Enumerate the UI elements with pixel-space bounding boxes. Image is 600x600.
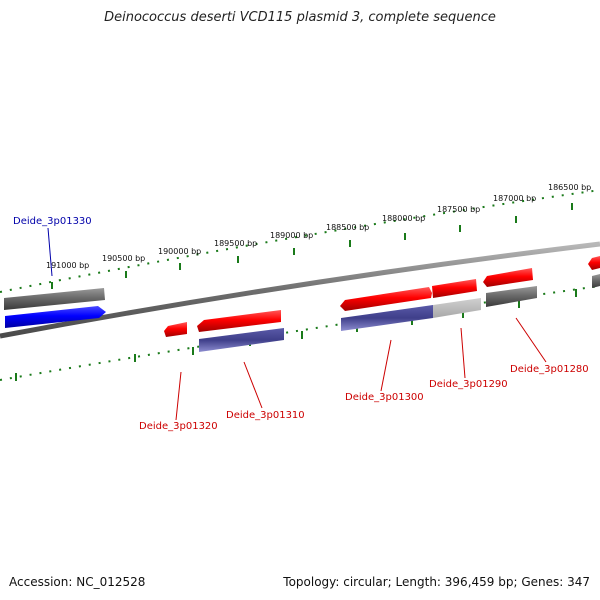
scale-label: 190500 bp (102, 254, 145, 263)
gene-arrow-purple[interactable] (199, 328, 284, 352)
gene-arrow-purple[interactable] (341, 305, 433, 331)
gene-arrow-red[interactable] (197, 310, 281, 332)
leader-line (47, 227, 53, 277)
gene-arrow-red[interactable] (588, 256, 600, 270)
leader-line (175, 371, 182, 421)
scale-label: 186500 bp (548, 183, 591, 192)
scale-label: 188000 bp (382, 214, 425, 223)
gene-arrow-gray[interactable] (4, 288, 105, 310)
gene-arrow-gray[interactable] (592, 274, 600, 288)
gene-label[interactable]: Deide_3p01330 (13, 216, 92, 227)
map-title: Deinococcus deserti VCD115 plasmid 3, co… (104, 10, 496, 25)
gene-label[interactable]: Deide_3p01280 (510, 364, 589, 375)
leader-line (515, 317, 547, 363)
outer-major-ticks (51, 203, 573, 289)
scale-labels: 191000 bp 190500 bp 190000 bp 189500 bp … (46, 183, 591, 270)
gene-label[interactable]: Deide_3p01300 (345, 392, 424, 403)
scale-label: 190000 bp (158, 247, 201, 256)
scale-label: 191000 bp (46, 261, 89, 270)
scale-label: 188500 bp (326, 223, 369, 232)
gene-arrow-gray[interactable] (486, 286, 537, 307)
scale-label: 187500 bp (437, 205, 480, 214)
gene-arrow-red[interactable] (164, 322, 187, 337)
leader-line (460, 327, 466, 379)
gene-arrow-light[interactable] (433, 298, 481, 318)
scale-label: 187000 bp (493, 194, 536, 203)
gene-label[interactable]: Deide_3p01320 (139, 421, 218, 432)
topology-summary: Topology: circular; Length: 396,459 bp; … (283, 575, 590, 589)
scale-label: 189000 bp (270, 231, 313, 240)
scale-label: 189500 bp (214, 239, 257, 248)
plasmid-backbone (0, 241, 600, 339)
gene-label[interactable]: Deide_3p01290 (429, 379, 508, 390)
gene-arrow-selected[interactable] (5, 306, 106, 328)
gene-arrow-red[interactable] (483, 268, 533, 287)
leader-line (243, 361, 263, 409)
gene-arrow-red[interactable] (340, 287, 432, 311)
accession-text: Accession: NC_012528 (9, 575, 146, 589)
gene-label[interactable]: Deide_3p01310 (226, 410, 305, 421)
gene-arrow-red[interactable] (432, 279, 477, 298)
leader-line (380, 339, 392, 392)
